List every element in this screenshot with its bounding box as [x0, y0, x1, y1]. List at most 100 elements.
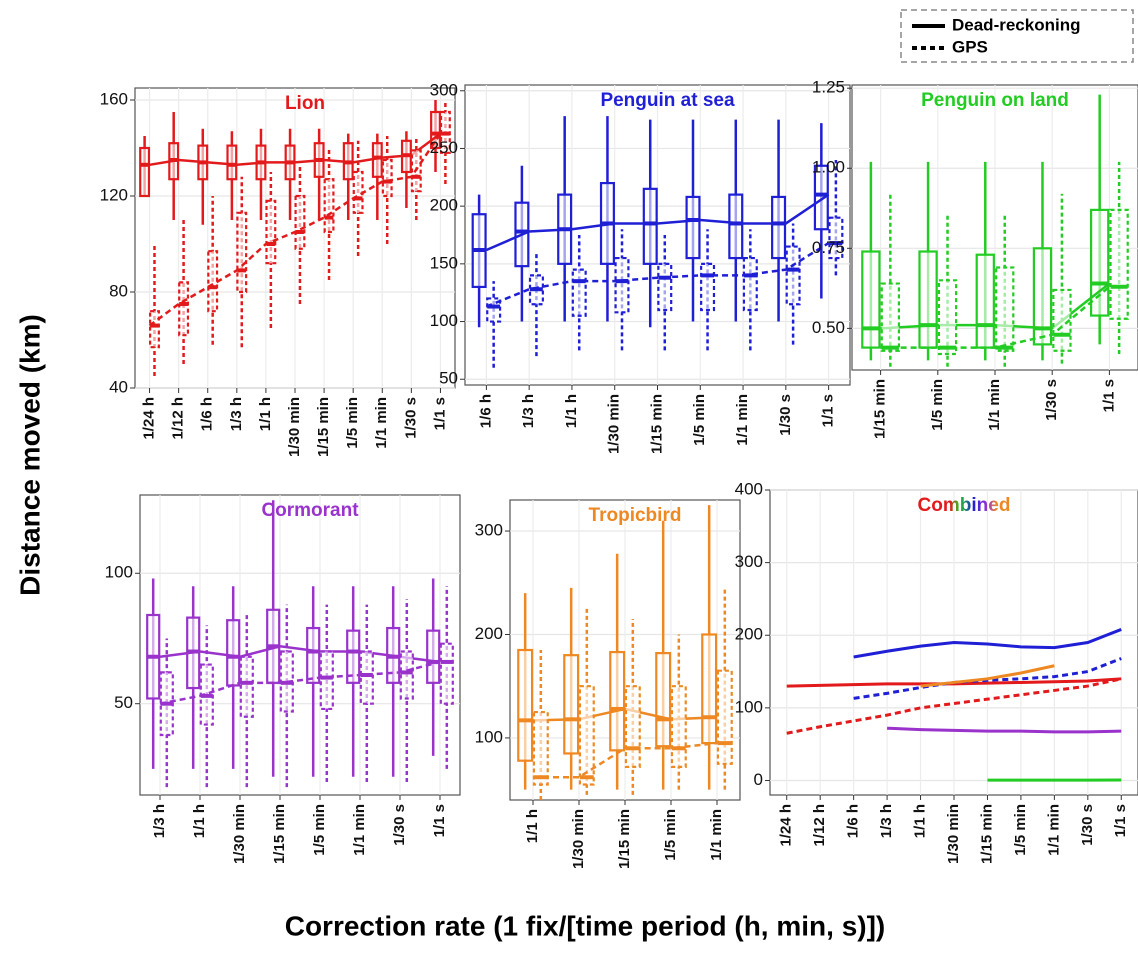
box [882, 284, 899, 351]
box [150, 311, 159, 347]
box [702, 634, 716, 743]
x-tick-label: 1/6 h [199, 397, 216, 431]
x-tick-label: 1/24 h [778, 804, 795, 847]
y-tick-label: 100 [475, 727, 503, 746]
y-axis-label: Distance moved (km) [14, 314, 45, 596]
x-tick-label: 1/15 min [271, 804, 288, 864]
x-tick-label: 1/5 min [311, 804, 328, 856]
x-tick-label: 1/6 h [477, 394, 494, 428]
box [656, 653, 670, 746]
x-tick-label: 1/5 min [929, 379, 946, 431]
x-tick-label: 1/3 h [520, 394, 537, 428]
y-tick-label: 250 [430, 138, 458, 157]
x-tick-label: 1/30 s [777, 394, 794, 436]
box [208, 251, 217, 311]
x-tick-label: 1/30 min [286, 397, 303, 457]
box [573, 270, 586, 316]
y-tick-label: 100 [105, 563, 133, 582]
y-tick-label: 120 [100, 185, 128, 204]
panel-title: Penguin on land [921, 90, 1069, 111]
x-tick-label: 1/5 min [344, 397, 361, 449]
box [939, 280, 956, 354]
y-tick-label: 40 [109, 377, 128, 396]
box [919, 252, 936, 348]
box [644, 189, 657, 264]
x-tick-label: 1/12 h [170, 397, 187, 440]
box [862, 252, 879, 348]
x-axis-label: Correction rate (1 fix/[time period (h, … [285, 910, 886, 941]
y-tick-label: 150 [430, 253, 458, 272]
box [616, 258, 629, 312]
box [996, 268, 1013, 351]
box [361, 652, 373, 704]
panel-title: Cormorant [261, 500, 359, 521]
x-tick-label: 1/1 h [191, 804, 208, 838]
box [729, 195, 742, 258]
x-tick-label: 1/1 min [734, 394, 751, 446]
box [237, 213, 246, 292]
x-tick-label: 1/6 h [845, 804, 862, 838]
box [241, 657, 253, 717]
x-tick-label: 1/30 min [606, 394, 623, 454]
box [701, 264, 714, 310]
box [787, 247, 800, 305]
x-tick-label: 1/1 min [708, 809, 725, 861]
x-tick-label: 1/5 min [662, 809, 679, 861]
box [658, 264, 671, 310]
x-tick-label: 1/30 min [570, 809, 587, 869]
box [383, 160, 392, 196]
y-tick-label: 0 [754, 770, 763, 789]
x-tick-label: 1/1 h [524, 809, 541, 843]
box [228, 146, 237, 180]
x-tick-label: 1/15 min [616, 809, 633, 869]
y-tick-label: 80 [109, 281, 128, 300]
box [687, 197, 700, 258]
box [441, 644, 453, 704]
y-tick-label: 0.50 [812, 318, 845, 337]
box [626, 686, 640, 767]
y-tick-label: 1.00 [812, 158, 845, 177]
y-tick-label: 160 [100, 89, 128, 108]
box [564, 655, 578, 753]
x-tick-label: 1/3 h [151, 804, 168, 838]
panel-title: Lion [285, 93, 325, 114]
y-tick-label: 200 [735, 625, 763, 644]
box [179, 282, 188, 335]
box [325, 179, 334, 232]
box [140, 148, 149, 196]
x-tick-label: 1/1 s [1112, 804, 1129, 837]
x-tick-label: 1/5 min [1012, 804, 1029, 856]
x-tick-label: 1/15 min [648, 394, 665, 454]
box [307, 628, 319, 683]
x-tick-label: 1/15 min [978, 804, 995, 864]
box [534, 712, 548, 784]
box [672, 686, 686, 767]
x-tick-label: 1/5 min [691, 394, 708, 446]
x-tick-label: 1/30 min [945, 804, 962, 864]
y-tick-label: 100 [735, 697, 763, 716]
legend-label: Dead-reckoning [952, 15, 1080, 34]
x-tick-label: 1/3 h [878, 804, 895, 838]
x-tick-label: 1/1 min [351, 804, 368, 856]
box [296, 196, 305, 249]
x-tick-label: 1/30 s [1043, 379, 1060, 421]
box [1091, 210, 1108, 316]
box [427, 631, 439, 683]
box [266, 201, 275, 263]
panel-title: Penguin at sea [600, 90, 735, 111]
x-tick-label: 1/1 min [1045, 804, 1062, 856]
box [321, 652, 333, 709]
x-tick-label: 1/15 min [872, 379, 889, 439]
y-tick-label: 200 [430, 196, 458, 215]
x-tick-label: 1/1 min [986, 379, 1003, 431]
y-tick-label: 50 [439, 369, 458, 388]
box [772, 197, 785, 258]
box [401, 652, 413, 699]
box [1111, 210, 1128, 319]
box [518, 650, 532, 761]
x-tick-label: 1/1 s [431, 804, 448, 837]
legend-label: GPS [952, 37, 988, 56]
x-tick-label: 1/3 h [228, 397, 245, 431]
